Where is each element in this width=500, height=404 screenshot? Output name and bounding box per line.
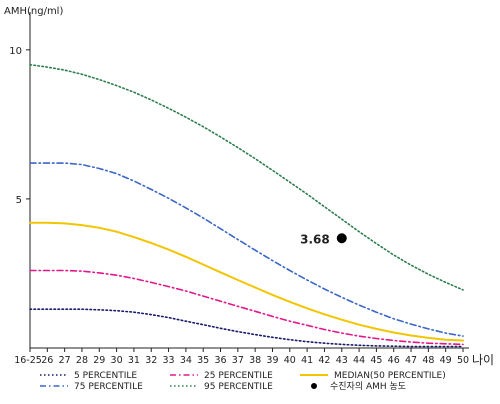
amh-marker-label: 3.68	[300, 232, 330, 246]
series-line-1	[29, 269, 464, 346]
amh-marker-point	[336, 233, 347, 244]
x-tick-label: 48	[422, 355, 434, 366]
x-tick-label: 32	[145, 355, 157, 366]
legend-label-3: 75 PERCENTILE	[74, 382, 143, 392]
y-tick-label: 5	[16, 195, 22, 206]
y-axis-label: AMH(ng/ml)	[4, 6, 63, 17]
legend-marker-swatch	[311, 383, 317, 389]
x-tick-label: 28	[76, 355, 88, 366]
x-tick-label: 35	[197, 355, 209, 366]
x-tick-label: 50	[457, 355, 469, 366]
x-tick-label: 33	[163, 355, 175, 366]
x-tick-label: 31	[128, 355, 140, 366]
x-tick-label: 34	[180, 355, 192, 366]
series-line-3	[29, 162, 464, 337]
y-tick-label: 10	[9, 46, 22, 57]
x-tick-label: 41	[301, 355, 313, 366]
legend-label-4: 95 PERCENTILE	[204, 382, 273, 392]
legend-label-0: 5 PERCENTILE	[74, 371, 137, 381]
x-tick-label: 38	[249, 355, 261, 366]
x-tick-label: 37	[232, 355, 244, 366]
legend-label-1: 25 PERCENTILE	[204, 371, 273, 381]
legend-marker-label: 수진자의 AMH 농도	[330, 381, 406, 392]
x-tick-label: 30	[111, 355, 123, 366]
legend-label-2: MEDIAN(50 PERCENTILE)	[334, 371, 446, 381]
x-tick-label: 27	[59, 355, 71, 366]
series-line-4	[29, 63, 464, 291]
x-tick-label: 16-25	[14, 355, 42, 366]
x-tick-label: 46	[388, 355, 400, 366]
series-line-0	[29, 308, 464, 348]
x-tick-label: 49	[440, 355, 452, 366]
x-tick-label: 40	[284, 355, 296, 366]
x-tick-label: 42	[318, 355, 330, 366]
x-tick-label: 47	[405, 355, 417, 366]
x-tick-label: 39	[266, 355, 278, 366]
series-line-2	[29, 221, 464, 342]
x-tick-label: 29	[93, 355, 105, 366]
x-tick-label: 43	[336, 355, 348, 366]
x-tick-label: 36	[214, 355, 226, 366]
x-tick-label: 45	[370, 355, 382, 366]
x-axis-label: 나이	[472, 353, 494, 367]
x-tick-label: 44	[353, 355, 365, 366]
x-tick-label: 26	[41, 355, 53, 366]
